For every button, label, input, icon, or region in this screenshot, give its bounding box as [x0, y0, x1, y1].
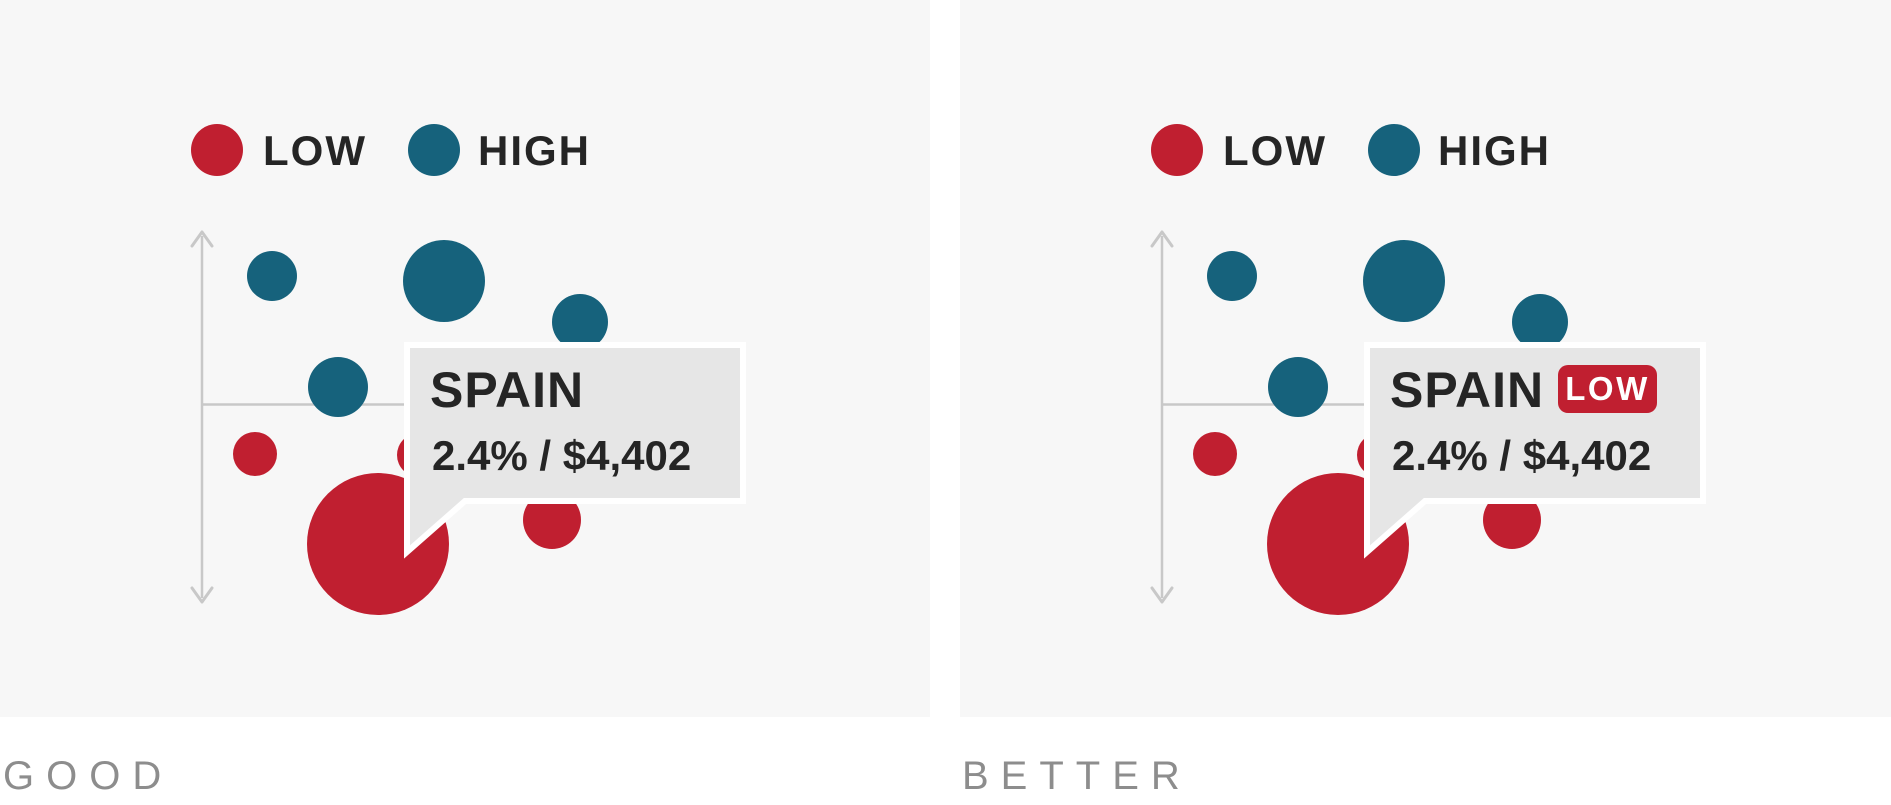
tooltip-value: 2.4% / $4,402	[1392, 432, 1651, 479]
tooltip-value: 2.4% / $4,402	[432, 432, 691, 479]
tooltip: SPAIN LOW 2.4% / $4,402	[1364, 342, 1706, 559]
tooltip-bubble-shape	[404, 342, 746, 559]
y-axis-arrow-up-icon	[190, 230, 214, 248]
legend-low-dot-icon	[191, 124, 243, 176]
tooltip-category-badge	[1558, 365, 1657, 413]
caption-good: GOOD	[3, 754, 174, 798]
bubble-high	[552, 294, 608, 350]
tooltip: SPAIN 2.4% / $4,402	[404, 342, 746, 559]
legend-high-dot-icon	[1368, 124, 1420, 176]
bubble-chart-better: LOW HIGH SPAIN LOW 2.4% / $4,402	[1150, 124, 1706, 615]
panel-good: LOW HIGH SPAIN 2.4% / $4,402	[0, 0, 930, 717]
bubble-high	[1363, 240, 1445, 322]
legend: LOW HIGH	[1151, 124, 1551, 176]
tooltip-country: SPAIN	[1390, 362, 1544, 418]
y-axis-arrow-up-icon	[1150, 230, 1174, 248]
y-axis-arrow-down-icon	[190, 586, 214, 604]
bubble-high	[1512, 294, 1568, 350]
tooltip-country: SPAIN	[430, 362, 584, 418]
bubble-high	[308, 357, 368, 417]
bubble-chart-good: LOW HIGH SPAIN 2.4% / $4,402	[190, 124, 746, 615]
bubble-high	[1207, 251, 1257, 301]
bubble-high	[1268, 357, 1328, 417]
legend-low-label: LOW	[1223, 127, 1327, 174]
bubble-low	[523, 491, 581, 549]
bubble-low	[1193, 432, 1237, 476]
bubble-low	[233, 432, 277, 476]
bubble-low	[1483, 491, 1541, 549]
tooltip-badge-label: LOW	[1565, 370, 1649, 407]
panel-better: LOW HIGH SPAIN LOW 2.4% / $4,402	[960, 0, 1891, 717]
bubble-high	[403, 240, 485, 322]
y-axis-arrow-down-icon	[1150, 586, 1174, 604]
legend-low-label: LOW	[263, 127, 367, 174]
caption-better: BETTER	[962, 754, 1192, 798]
legend-high-label: HIGH	[478, 127, 591, 174]
legend-low-dot-icon	[1151, 124, 1203, 176]
legend-high-label: HIGH	[1438, 127, 1551, 174]
bubble-high	[247, 251, 297, 301]
legend: LOW HIGH	[191, 124, 591, 176]
legend-high-dot-icon	[408, 124, 460, 176]
